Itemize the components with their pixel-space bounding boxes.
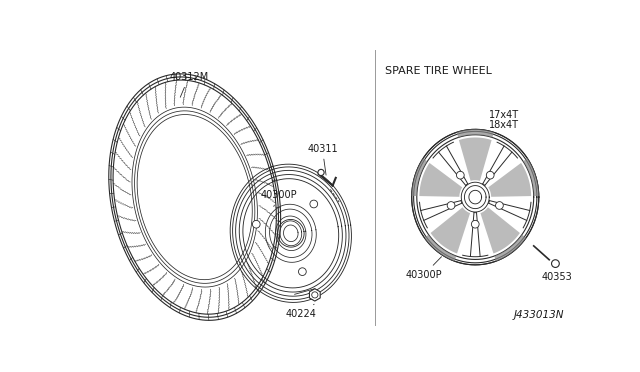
Text: 40311: 40311 (307, 144, 338, 175)
Text: SPARE TIRE WHEEL: SPARE TIRE WHEEL (385, 66, 492, 76)
Text: 17x4T: 17x4T (489, 110, 519, 121)
Circle shape (310, 200, 317, 208)
Polygon shape (412, 158, 428, 196)
Polygon shape (431, 207, 470, 253)
Text: 18x4T: 18x4T (489, 120, 519, 130)
Text: 40224: 40224 (285, 304, 316, 319)
Text: J433013N: J433013N (514, 310, 564, 320)
Polygon shape (457, 129, 494, 138)
Polygon shape (424, 235, 456, 261)
Circle shape (486, 171, 494, 179)
Circle shape (552, 260, 559, 267)
Polygon shape (459, 138, 492, 181)
Polygon shape (523, 158, 539, 196)
Polygon shape (481, 207, 520, 253)
Circle shape (472, 220, 479, 228)
Polygon shape (310, 289, 320, 301)
Text: 40353: 40353 (541, 266, 572, 282)
Polygon shape (419, 163, 462, 197)
Circle shape (252, 220, 260, 228)
Text: 40300P: 40300P (405, 257, 442, 280)
Circle shape (447, 202, 455, 209)
Polygon shape (494, 235, 526, 261)
Circle shape (456, 171, 464, 179)
Circle shape (495, 202, 503, 209)
Polygon shape (488, 163, 531, 197)
Polygon shape (412, 129, 539, 265)
Text: 40300P: 40300P (260, 190, 297, 206)
Circle shape (298, 268, 307, 276)
Circle shape (318, 169, 324, 176)
Text: 40312M: 40312M (169, 72, 209, 97)
